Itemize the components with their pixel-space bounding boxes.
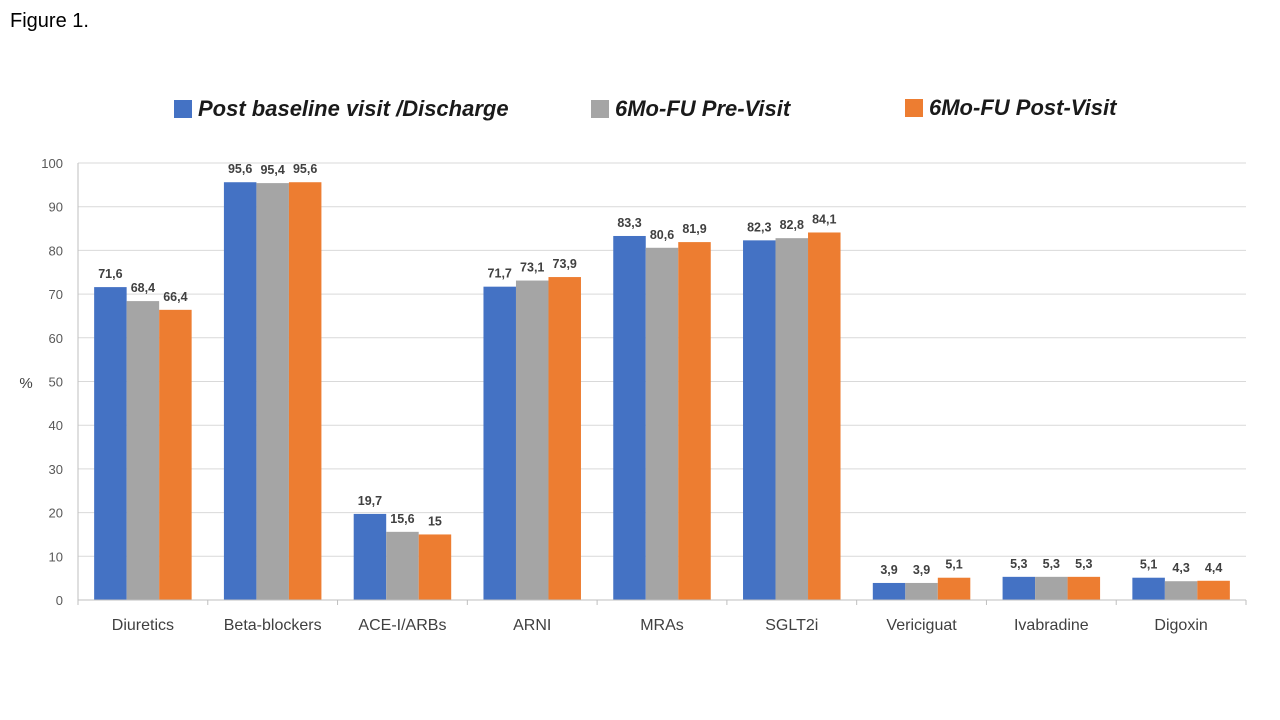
bar <box>418 534 452 600</box>
figure-label: Figure 1. <box>10 10 89 32</box>
data-label: 82,8 <box>780 218 804 232</box>
legend-item-series-1: Post baseline visit /Discharge <box>174 96 509 122</box>
bar <box>743 240 776 600</box>
data-label: 5,1 <box>1140 558 1157 572</box>
legend-label-series-3: 6Mo-FU Post-Visit <box>929 95 1117 120</box>
bar <box>1002 576 1036 600</box>
x-category-label: Ivabradine <box>1014 617 1089 634</box>
bar <box>159 309 192 600</box>
bar <box>1067 576 1101 600</box>
data-label: 4,3 <box>1172 561 1189 575</box>
legend-item-series-3: 6Mo-FU Post-Visit <box>905 95 1116 121</box>
data-label: 80,6 <box>650 228 674 242</box>
bar <box>126 301 160 600</box>
legend-label-series-1: Post baseline visit /Discharge <box>198 96 509 121</box>
bar <box>548 277 581 600</box>
x-category-label: SGLT2i <box>765 617 818 634</box>
data-label: 68,4 <box>131 281 155 295</box>
bar <box>937 577 971 600</box>
data-label: 82,3 <box>747 220 771 234</box>
data-label: 84,1 <box>812 212 836 226</box>
data-label: 15 <box>428 514 442 528</box>
x-axis: Diuretics Beta-blockers ACE-I/ARBs ARNI MRAs… <box>77 163 1247 634</box>
bar <box>1197 580 1230 600</box>
data-label: 15,6 <box>390 512 414 526</box>
data-label: 73,9 <box>553 257 577 271</box>
bar <box>613 235 646 600</box>
y-tick-label: 30 <box>49 462 63 477</box>
bar <box>775 238 809 600</box>
y-tick-label: 90 <box>49 200 63 215</box>
data-label: 71,7 <box>488 267 512 281</box>
data-label: 5,3 <box>1010 557 1027 571</box>
data-label: 73,1 <box>520 261 544 275</box>
y-tick-label: 40 <box>49 418 63 433</box>
legend-label-series-2: 6Mo-FU Pre-Visit <box>615 96 791 121</box>
y-tick-label: 0 <box>56 593 63 608</box>
data-label: 5,3 <box>1043 557 1060 571</box>
data-label: 4,4 <box>1205 561 1222 575</box>
x-category-label: MRAs <box>640 617 684 634</box>
data-label: 5,1 <box>945 558 962 572</box>
bar <box>1164 581 1198 600</box>
y-tick-label: 100 <box>41 156 63 171</box>
y-tick-label: 70 <box>49 287 63 302</box>
data-labels: 71,6 68,4 66,4 95,6 95,4 95,6 19,7 15,6 15 71,7 73… <box>98 162 1222 577</box>
data-label: 3,9 <box>880 563 897 577</box>
bar <box>645 247 679 600</box>
bar <box>905 582 938 600</box>
data-label: 81,9 <box>682 222 706 236</box>
y-tick-label: 20 <box>49 506 63 521</box>
y-tick-label: 10 <box>49 549 63 564</box>
data-label: 19,7 <box>358 494 382 508</box>
legend-swatch-series-1 <box>174 100 192 118</box>
bar <box>288 182 322 600</box>
x-category-label: Vericiguat <box>886 617 957 634</box>
x-category-label: Beta-blockers <box>224 617 322 634</box>
bar <box>386 531 419 600</box>
bar <box>678 242 711 601</box>
bar <box>94 287 127 600</box>
data-label: 95,6 <box>228 162 252 176</box>
data-label: 5,3 <box>1075 557 1092 571</box>
bars <box>94 182 1230 601</box>
data-label: 83,3 <box>617 216 641 230</box>
bar <box>223 182 257 600</box>
bar <box>483 286 516 600</box>
x-category-label: ARNI <box>513 617 551 634</box>
x-category-label: Diuretics <box>112 617 174 634</box>
bar <box>515 280 549 600</box>
legend-swatch-series-3 <box>905 99 923 117</box>
x-category-label: Digoxin <box>1154 617 1207 634</box>
bar <box>808 232 841 600</box>
data-label: 95,6 <box>293 162 317 176</box>
y-axis-label: % <box>19 375 32 392</box>
data-label: 66,4 <box>163 290 187 304</box>
x-category-label: ACE-I/ARBs <box>358 617 446 634</box>
data-label: 95,4 <box>260 163 284 177</box>
y-tick-label: 80 <box>49 243 63 258</box>
bar <box>1132 577 1165 600</box>
y-axis-ticks: 0 10 20 30 40 50 60 70 80 90 100 <box>41 156 63 608</box>
legend-item-series-2: 6Mo-FU Pre-Visit <box>591 96 790 122</box>
bar <box>256 183 289 601</box>
bar <box>1035 576 1068 600</box>
data-label: 71,6 <box>98 267 122 281</box>
bar <box>353 513 387 600</box>
y-tick-label: 50 <box>49 375 63 390</box>
y-tick-label: 60 <box>49 331 63 346</box>
legend-swatch-series-2 <box>591 100 609 118</box>
bar <box>872 582 906 600</box>
data-label: 3,9 <box>913 563 930 577</box>
